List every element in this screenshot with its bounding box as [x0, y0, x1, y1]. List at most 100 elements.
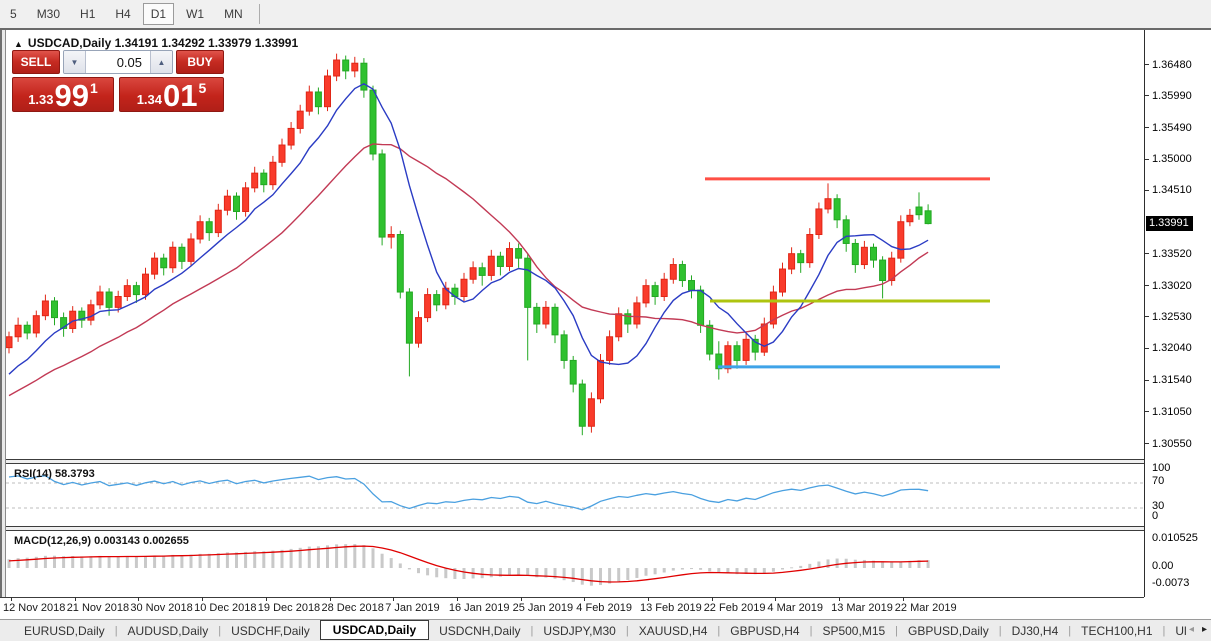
- chart-ohlc-values: 1.34191 1.34292 1.33979 1.33991: [114, 36, 299, 50]
- buy-price-big: 01: [163, 77, 198, 113]
- tab-scroll-right-icon[interactable]: ▸: [1201, 624, 1207, 635]
- main-chart-pane[interactable]: [6, 30, 1144, 459]
- current-price-tag: 1.33991: [1146, 215, 1193, 231]
- price-axis-tick: [1145, 443, 1149, 444]
- symbol-tabbar: EURUSD,Daily | AUDUSD,Daily | USDCHF,Daily US…: [0, 619, 1211, 641]
- date-axis-label: 16 Jan 2019: [448, 602, 510, 614]
- price-axis-tick: [1145, 158, 1149, 160]
- tab-separator: |: [530, 624, 534, 637]
- tab-ul[interactable]: Ul: [1175, 623, 1187, 638]
- tab-gbpusd-daily[interactable]: GBPUSD,Daily: [908, 623, 989, 638]
- tab-usdcad-daily[interactable]: USDCAD,Daily: [319, 620, 430, 640]
- sell-price-pip: 1: [90, 80, 98, 96]
- tab-sp500-m15[interactable]: SP500,M15: [822, 623, 886, 638]
- date-axis-label: 10 Dec 2018: [194, 602, 257, 614]
- rsi-indicator-label: RSI(14) 58.3793: [14, 468, 95, 480]
- sell-price-box[interactable]: 1.33 99 1: [12, 77, 114, 112]
- sell-button[interactable]: SELL: [12, 50, 60, 74]
- tab-audusd-daily[interactable]: AUDUSD,Daily: [127, 623, 209, 638]
- date-axis-tick: [11, 597, 12, 601]
- date-axis-tick: [74, 597, 76, 601]
- date-axis-tick: [329, 597, 331, 601]
- date-axis[interactable]: 12 Nov 2018 21 Nov 2018 30 Nov 2018 10 Dec …: [0, 597, 1211, 619]
- chart-symbol-label: USDCAD,Daily: [27, 36, 112, 50]
- price-axis-label: 1.35490: [1152, 121, 1192, 134]
- price-axis-label: 1.34510: [1152, 184, 1192, 197]
- tab-usdcnh-daily[interactable]: USDCNH,Daily: [439, 623, 521, 638]
- date-axis-label: 12 Nov 2018: [3, 602, 66, 614]
- timeframe-button-h1[interactable]: H1: [80, 7, 96, 21]
- date-axis-tick: [711, 597, 713, 601]
- timeframe-button-h4[interactable]: H4: [115, 7, 131, 21]
- sell-price-prefix: 1.33: [28, 92, 54, 107]
- timeframe-toolbar: 5 M30 H1 H4 D1 W1 MN: [0, 0, 1211, 28]
- price-axis-tick: [1145, 411, 1149, 413]
- price-axis-tick: [1145, 95, 1149, 97]
- price-axis-tick: [1145, 189, 1149, 191]
- pane-border: [0, 597, 1144, 598]
- chart-window[interactable]: ▲ USDCAD,Daily 1.34191 1.34292 1.33979 1.…: [0, 28, 1211, 619]
- price-axis-label: 1.32040: [1152, 342, 1192, 355]
- tab-gbpusd-h4[interactable]: GBPUSD,H4: [730, 623, 800, 638]
- tab-xauusd-h4[interactable]: XAUUSD,H4: [638, 623, 708, 638]
- chevron-up-icon: ▲: [157, 57, 166, 67]
- price-axis[interactable]: 1.36480 1.35990 1.35490 1.35000 1.34510 1.335…: [1144, 30, 1211, 597]
- price-axis-label: 1.31540: [1152, 374, 1192, 387]
- tab-separator: |: [998, 624, 1002, 637]
- buy-price-box[interactable]: 1.34 01 5: [119, 77, 224, 112]
- price-axis-label: 1.33020: [1152, 279, 1192, 292]
- date-axis-label: 22 Mar 2019: [894, 602, 957, 614]
- chart-title: ▲ USDCAD,Daily 1.34191 1.34292 1.33979 1.…: [14, 36, 298, 50]
- price-axis-label: 1.36480: [1152, 58, 1192, 71]
- price-axis-tick: [1145, 127, 1149, 129]
- pane-separator[interactable]: [0, 459, 1144, 464]
- price-axis-label: 1.35990: [1152, 89, 1192, 102]
- price-axis-tick: [1145, 379, 1149, 381]
- buy-button[interactable]: BUY: [176, 50, 224, 74]
- tab-separator: |: [218, 624, 222, 637]
- volume-decrease-button[interactable]: ▼: [64, 51, 86, 73]
- tab-eurusd-daily[interactable]: EURUSD,Daily: [24, 623, 105, 638]
- tab-usdchf-daily[interactable]: USDCHF,Daily: [231, 623, 310, 638]
- buy-price-prefix: 1.34: [136, 92, 163, 107]
- price-axis-label: 1.31050: [1152, 405, 1192, 418]
- date-axis-label: 25 Jan 2019: [512, 602, 574, 614]
- volume-stepper: ▼ 0.05 ▲: [63, 50, 173, 74]
- tab-separator: |: [625, 624, 629, 637]
- macd-axis-label: 0.010525: [1152, 532, 1198, 544]
- date-axis-tick: [202, 597, 204, 601]
- timeframe-button-mn[interactable]: MN: [224, 7, 243, 21]
- date-axis-label: 7 Jan 2019: [385, 602, 440, 614]
- timeframe-button-5[interactable]: 5: [10, 7, 17, 21]
- pane-separator[interactable]: [0, 526, 1144, 531]
- volume-field[interactable]: 0.05: [86, 51, 150, 73]
- tab-usdjpy-m30[interactable]: USDJPY,M30: [543, 623, 616, 638]
- tab-scroll-left-icon[interactable]: ◂: [1188, 624, 1194, 635]
- macd-pane[interactable]: [6, 531, 1144, 597]
- date-axis-label: 22 Feb 2019: [703, 602, 766, 614]
- date-axis-label: 13 Feb 2019: [640, 602, 702, 614]
- chart-collapse-icon[interactable]: ▲: [14, 39, 23, 49]
- tab-scroll-arrows: ◂ ▸: [1189, 624, 1207, 635]
- toolbar-separator: [258, 4, 260, 24]
- tab-tech100-h1[interactable]: TECH100,H1: [1081, 623, 1153, 638]
- timeframe-button-w1[interactable]: W1: [186, 7, 205, 21]
- date-axis-label: 4 Mar 2019: [767, 602, 824, 614]
- date-axis-tick: [902, 597, 904, 601]
- buy-price-pip: 5: [198, 80, 207, 96]
- price-axis-tick: [1145, 316, 1149, 318]
- rsi-pane[interactable]: [6, 464, 1144, 526]
- date-axis-tick: [584, 597, 586, 601]
- macd-axis-label: -0.0073: [1152, 577, 1190, 589]
- volume-increase-button[interactable]: ▲: [150, 51, 172, 73]
- timeframe-button-m30[interactable]: M30: [36, 7, 61, 21]
- price-axis-label: 1.32530: [1152, 310, 1192, 323]
- chevron-down-icon: ▼: [70, 57, 79, 67]
- price-axis-label: 1.35000: [1152, 153, 1192, 166]
- date-axis-label: 21 Nov 2018: [66, 602, 130, 614]
- tab-dj30-h4[interactable]: DJ30,H4: [1011, 623, 1059, 638]
- timeframe-button-d1[interactable]: D1: [142, 3, 175, 25]
- price-axis-tick: [1145, 64, 1149, 65]
- date-axis-label: 4 Feb 2019: [576, 602, 632, 614]
